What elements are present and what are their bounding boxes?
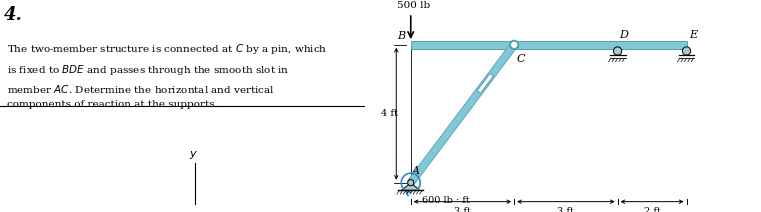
Text: The two-member structure is connected at $C$ by a pin, which
is fixed to $BDE$ a: The two-member structure is connected at… [8, 42, 328, 109]
Text: 2 ft: 2 ft [644, 207, 661, 212]
Text: D: D [619, 30, 628, 40]
Text: 3 ft: 3 ft [558, 207, 575, 212]
Text: 600 lb · ft: 600 lb · ft [422, 196, 470, 205]
Text: 3 ft: 3 ft [454, 207, 471, 212]
Text: 4 ft: 4 ft [381, 109, 398, 118]
Polygon shape [408, 43, 517, 185]
Circle shape [613, 47, 622, 55]
Text: A: A [412, 166, 420, 177]
Polygon shape [477, 74, 493, 93]
Circle shape [408, 180, 414, 186]
Circle shape [510, 40, 519, 49]
Circle shape [683, 47, 691, 55]
Text: $y$: $y$ [189, 149, 198, 161]
Polygon shape [402, 183, 420, 190]
Text: E: E [689, 30, 697, 40]
Text: 500 lb: 500 lb [397, 1, 430, 10]
Polygon shape [411, 41, 686, 49]
Text: B: B [397, 31, 406, 41]
Circle shape [511, 42, 517, 47]
Text: 4.: 4. [4, 6, 22, 24]
Text: C: C [517, 54, 525, 64]
